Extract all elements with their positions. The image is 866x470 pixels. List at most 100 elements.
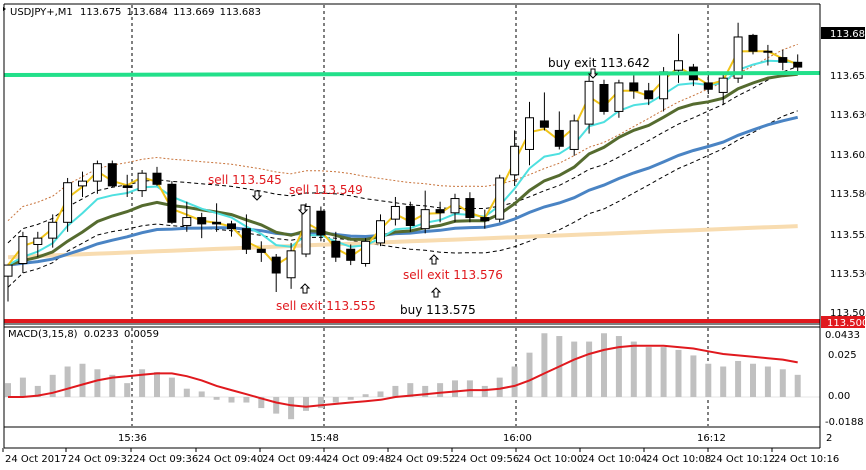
time-bottom-label-6: 24 Oct 09:52 [390,454,455,465]
macd-bar [526,352,533,397]
candle-body [241,228,251,250]
candle-body [18,236,28,264]
sell-arrow-1-icon [251,190,263,201]
candle-body [390,205,400,220]
candle-body [465,198,475,219]
candle-body [405,205,415,226]
time-top-1536: 15:36 [118,433,147,444]
trade-label-buy-exit-1: buy exit 113.642 [548,56,650,70]
macd-bar [34,385,41,397]
candle-body [182,217,192,226]
candle-body [137,172,147,192]
macd-bar [511,366,518,397]
time-bottom-label-11: 24 Oct 10:12 [710,454,775,465]
red-level-label: 113.500 [827,318,866,329]
candle-body [733,36,743,79]
macd-bar [645,347,652,397]
candle-body [778,57,788,63]
price-levels [3,71,821,323]
macd-bar [437,383,444,397]
time-bottom-label-12: 24 Oct 10:16 [774,454,839,465]
candle-body [525,117,534,150]
time-bottom-label-8: 24 Oct 10:00 [518,454,583,465]
buy-arrow-1-icon [430,287,442,298]
candle-body [510,145,520,176]
candle-body [703,82,713,90]
macd-bar [794,374,801,397]
macd-bar [317,397,324,409]
time-axis[interactable]: 15:36 15:48 16:00 16:12 2 24 Oct 2017 24 … [2,433,839,465]
candle-body [286,250,296,279]
candle-body [3,264,13,277]
trade-label-sell-exit-1: sell exit 113.555 [276,299,376,313]
macd-bar [362,394,369,397]
time-bottom-label-2: 24 Oct 09:36 [133,454,198,465]
candle-body [554,129,564,147]
candle-body [152,172,162,185]
candle-body [63,182,73,223]
candle-body [420,209,430,230]
macd-bar [5,383,11,397]
macd-bar [735,360,742,397]
macd-bar [332,397,339,403]
candle-body [271,256,281,274]
macd-bar [377,391,384,397]
macd-bar [258,397,265,409]
ma-beige-line [7,224,798,260]
candle-body [256,248,266,253]
macd-bar [541,333,548,397]
candle-body [167,183,177,223]
candle-body [361,240,371,264]
macd-bar [213,397,220,400]
candle-body [629,82,639,92]
price-label-113530: 113.530 [830,269,866,280]
macd-bar [392,385,399,397]
candle-body [495,177,505,220]
time-top-1548: 15:48 [310,433,339,444]
macd-bar [347,397,354,400]
sell-exit-arrow-1-icon [299,283,311,294]
candle-body [78,180,87,187]
price-label-113505: 113.505 [830,308,866,319]
candle-body [331,240,341,258]
candle-body [569,120,579,150]
sell-exit-arrow-2-icon [428,254,440,265]
macd-bar [139,369,146,397]
current-price-label: 113.683 [830,29,866,40]
trade-label-buy-1: buy 113.575 [400,303,476,317]
candle-body [718,77,728,93]
candle-body [48,221,58,239]
time-top-1600: 16:00 [503,433,532,444]
macd-bar [407,383,414,397]
macd-tick-2: 0.00 [828,391,850,402]
candle-body [793,61,803,68]
macd-bar [630,341,637,397]
macd-bar [94,369,101,397]
candle-body [450,198,460,214]
macd-bar [690,355,697,397]
candle-body [584,80,594,125]
time-bottom-label-10: 24 Oct 10:08 [646,454,711,465]
price-label-113555: 113.555 [830,230,866,241]
macd-bar [49,374,56,397]
trade-label-sell-exit-2: sell exit 113.576 [403,268,503,282]
macd-bar [288,397,295,420]
macd-bar [79,363,86,397]
sell-arrow-2-icon [297,204,309,215]
macd-bar [243,397,250,403]
macd-tick-3: -0.0188 [825,417,864,428]
macd-bar [660,347,667,397]
candle-body [197,217,207,225]
macd-tick-1: 0.025 [828,350,857,361]
macd-bar [571,341,578,397]
macd-plot [4,333,820,420]
macd-bar [466,380,473,397]
time-bottom-label-3: 24 Oct 09:40 [198,454,263,465]
candle-body [33,237,43,245]
candle-body [212,221,222,225]
macd-bar [64,366,71,397]
macd-bar [586,341,593,397]
macd-bar [109,374,116,397]
price-axis[interactable]: 113.655 113.630 113.605 113.580 113.555 … [821,27,866,329]
